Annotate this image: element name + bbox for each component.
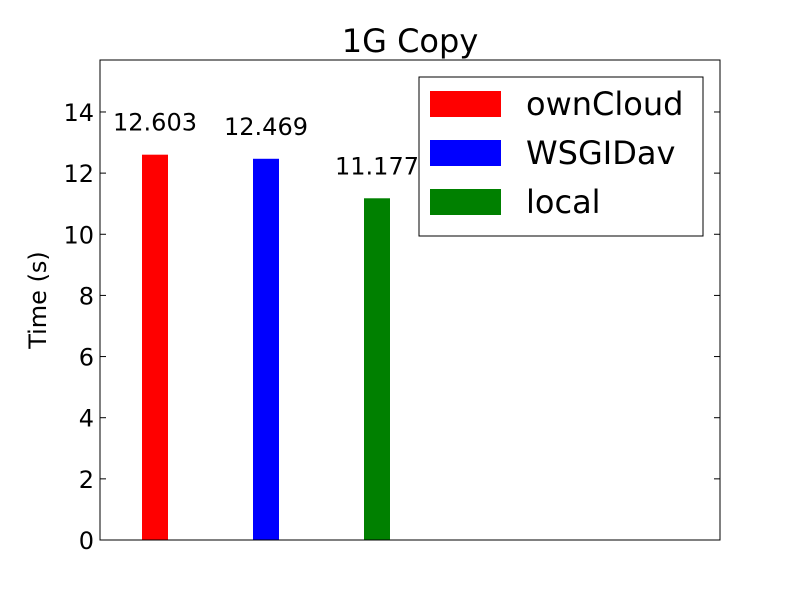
bars-layer [142,154,390,540]
y-tick-label: 6 [79,344,94,372]
legend-swatch-wsgidav [430,140,501,166]
y-tick-label: 2 [79,466,94,494]
y-tick-label: 14 [63,99,94,127]
bar-wsgidav [253,158,279,540]
y-tick-label: 8 [79,282,94,310]
y-axis-label: Time (s) [24,251,52,350]
legend-swatch-local [430,189,501,215]
legend-label-owncloud: ownCloud [526,85,683,123]
legend-label-local: local [526,183,601,221]
data-label-owncloud: 12.603 [113,109,197,137]
plot-frame [99,59,721,541]
y-tick-label: 10 [63,221,94,249]
axes-layer: 0 2 4 6 8 10 12 14 [63,59,721,555]
bar-local [364,198,390,540]
y-tick-label: 4 [79,405,94,433]
legend-swatch-owncloud [430,91,501,117]
data-label-local: 11.177 [335,152,419,180]
data-label-wsgidav: 12.469 [224,113,308,141]
data-labels-layer: 12.603 12.469 11.177 [113,109,419,181]
y-tick-label: 12 [63,160,94,188]
legend: ownCloud WSGIDav local [418,76,704,237]
legend-label-wsgidav: WSGIDav [526,134,675,172]
chart-title: 1G Copy [342,22,479,60]
bar-owncloud [142,154,168,540]
y-tick-label: 0 [79,527,94,555]
